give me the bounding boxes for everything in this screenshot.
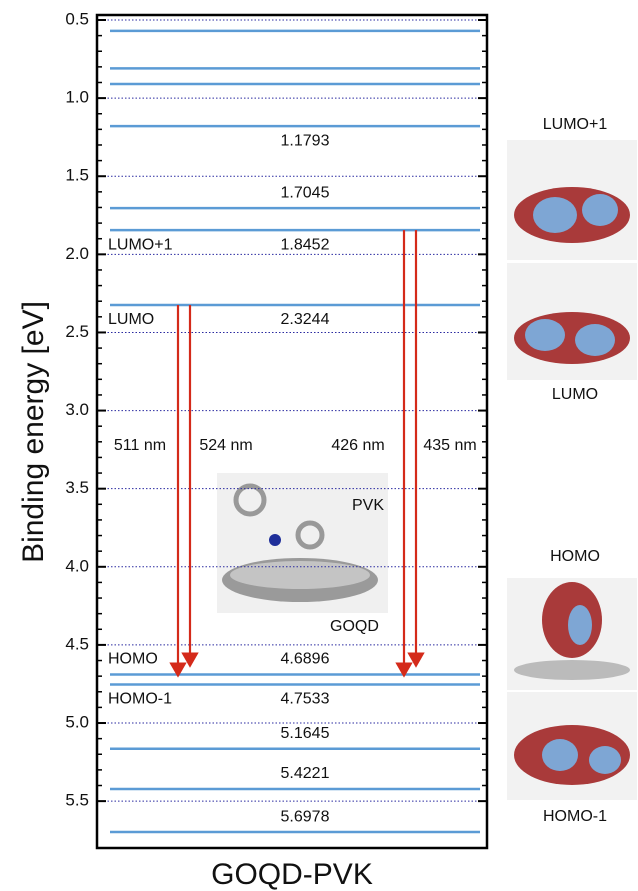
orbital-label: HOMO-1 <box>108 691 172 708</box>
level-value-label: 5.6978 <box>281 808 330 825</box>
chart: Binding energy [eV] GOQD-PVK PVK GOQD LU… <box>0 0 638 891</box>
inset-molecule <box>217 473 388 613</box>
level-value-label: 1.8452 <box>281 236 330 253</box>
y-tick-label: 1.0 <box>65 88 89 107</box>
y-tick-label: 3.0 <box>65 400 89 419</box>
transition-label: 435 nm <box>423 437 476 454</box>
level-value-label: 1.1793 <box>281 132 330 149</box>
y-tick-label: 1.5 <box>65 166 89 185</box>
y-tick-label: 4.5 <box>65 634 89 653</box>
orbital-label: HOMO <box>108 651 158 668</box>
level-value-label: 4.7533 <box>281 691 330 708</box>
y-tick-label: 4.0 <box>65 556 89 575</box>
y-tick-label: 5.0 <box>65 713 89 732</box>
orbital-label: LUMO <box>108 311 154 328</box>
orbital-picture-label: LUMO+1 <box>543 116 608 133</box>
inset-label: PVK <box>352 497 384 514</box>
transition-label: 524 nm <box>199 437 252 454</box>
orbital-picture-label: LUMO <box>552 386 598 403</box>
orbital-label: LUMO+1 <box>108 236 173 253</box>
y-tick-label: 3.5 <box>65 478 89 497</box>
inset-label: GOQD <box>330 618 379 635</box>
level-value-label: 5.1645 <box>281 725 330 742</box>
y-tick-label: 2.5 <box>65 322 89 341</box>
y-tick-label: 5.5 <box>65 791 89 810</box>
level-value-label: 2.3244 <box>281 311 330 328</box>
transition-label: 426 nm <box>331 437 384 454</box>
level-value-label: 4.6896 <box>281 651 330 668</box>
level-value-label: 5.4221 <box>281 765 330 782</box>
transition-label: 511 nm <box>114 437 166 454</box>
y-axis-title: Binding energy [eV] <box>17 301 50 563</box>
orbital-picture-label: HOMO-1 <box>543 808 607 825</box>
y-tick-label: 2.0 <box>65 244 89 263</box>
x-axis-title: GOQD-PVK <box>211 858 373 891</box>
orbital-picture-label: HOMO <box>550 548 600 565</box>
y-tick-label: 0.5 <box>65 9 89 28</box>
orbital-pictures <box>507 140 637 800</box>
level-value-label: 1.7045 <box>281 184 330 201</box>
